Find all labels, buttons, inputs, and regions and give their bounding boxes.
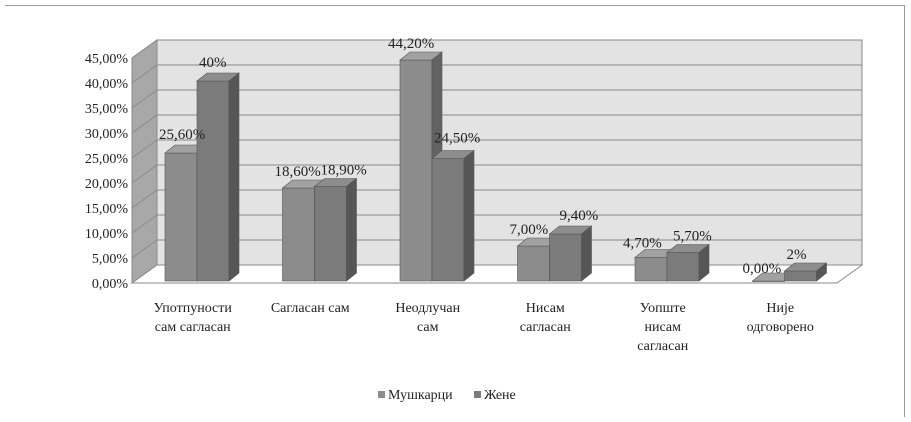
data-label: 18,90% (321, 163, 367, 179)
data-label: 18,60% (275, 164, 321, 180)
bar-women (196, 72, 240, 282)
x-tick-label: Није одговорено (747, 301, 814, 335)
bar-women (666, 243, 710, 282)
bar-women (548, 225, 593, 282)
y-tick-label: 5,00% (92, 252, 129, 267)
bar-women (431, 149, 475, 282)
y-tick-label: 25,00% (85, 152, 129, 167)
data-label: 5,70% (673, 229, 712, 245)
y-tick-label: 0,00% (92, 277, 129, 292)
y-tick-label: 40,00% (85, 77, 129, 92)
legend-label: Мушкарци (388, 388, 453, 403)
y-tick-label: 20,00% (85, 177, 129, 192)
gridline-side (131, 164, 158, 184)
bar-women (783, 262, 828, 282)
x-tick-label: Неодлучан сам (395, 301, 460, 335)
bar-women (313, 177, 358, 282)
y-tick-label: 45,00% (85, 52, 129, 67)
side-wall (131, 39, 158, 284)
data-label: 44,20% (388, 36, 434, 52)
data-label: 4,70% (623, 236, 662, 252)
data-label: 40% (199, 55, 227, 71)
gridline-side (131, 214, 158, 234)
legend-swatch (474, 391, 481, 398)
y-tick-label: 15,00% (85, 202, 129, 217)
data-label: 25,60% (159, 127, 205, 143)
data-label: 2% (787, 247, 807, 263)
gridline-side (131, 114, 158, 134)
x-tick-label: Уопште нисам сагласан (637, 301, 688, 354)
y-tick-label: 30,00% (85, 127, 129, 142)
x-tick-label: Нисам сагласан (520, 301, 571, 335)
gridline-side (131, 189, 158, 209)
legend-swatch (378, 391, 385, 398)
gridline-side (131, 64, 158, 84)
y-tick-label: 10,00% (85, 227, 129, 242)
data-label: 0,00% (743, 261, 782, 277)
gridline-side (131, 139, 158, 159)
gridline-side (131, 239, 158, 259)
y-tick-label: 35,00% (85, 102, 129, 117)
chart-frame (5, 5, 905, 417)
data-label: 24,50% (434, 131, 480, 147)
x-tick-label: Сагласан сам (271, 301, 350, 316)
data-label: 9,40% (560, 208, 599, 224)
back-wall (156, 39, 863, 266)
x-tick-label: Употпуности сам сагласан (154, 301, 233, 335)
gridline-side (131, 89, 158, 109)
data-label: 7,00% (510, 222, 549, 238)
gridline-side (131, 39, 158, 59)
legend-label: Жене (484, 388, 516, 403)
